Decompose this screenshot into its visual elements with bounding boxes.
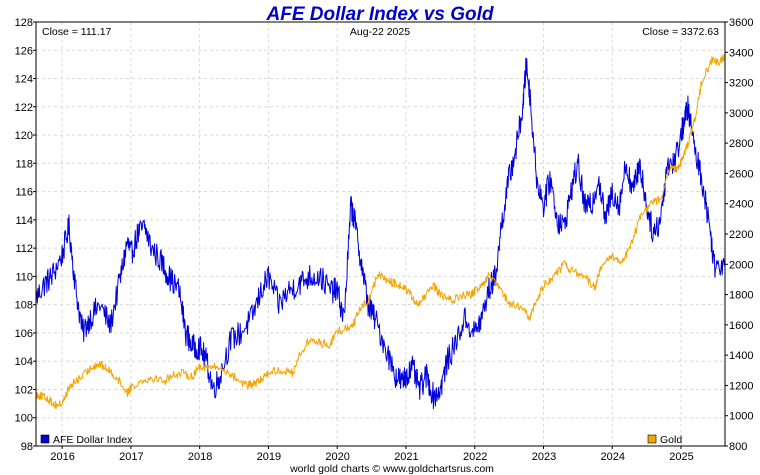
- x-tick-label: 2022: [463, 451, 487, 463]
- date-label: Aug-22 2025: [350, 26, 410, 38]
- x-tick-label: 2025: [669, 451, 693, 463]
- legend-gold: Gold: [647, 434, 682, 446]
- footer-credit: world gold charts © www.goldchartsrus.co…: [289, 463, 494, 475]
- x-tick-label: 2020: [325, 451, 349, 463]
- y-right-tick-label: 2400: [729, 199, 753, 211]
- y-left-tick-label: 126: [15, 45, 33, 57]
- chart-title: AFE Dollar Index vs Gold: [266, 4, 494, 25]
- x-tick-label: 2024: [600, 451, 624, 463]
- y-right-tick-label: 3200: [729, 78, 753, 90]
- y-left-tick-label: 128: [15, 17, 33, 29]
- legend-afe-swatch: [40, 434, 50, 444]
- y-left-tick-label: 100: [15, 413, 33, 425]
- close-right-label: Close = 3372.63: [642, 26, 719, 38]
- y-right-tick-label: 800: [729, 441, 747, 453]
- y-left-tick-label: 112: [15, 243, 33, 255]
- y-left-tick-label: 116: [15, 187, 33, 199]
- x-tick-label: 2023: [532, 451, 556, 463]
- y-left-tick-label: 98: [21, 441, 33, 453]
- gold-price-line: [35, 54, 726, 409]
- x-tick-label: 2018: [188, 451, 212, 463]
- x-tick-label: 2016: [50, 451, 74, 463]
- y-left-tick-label: 104: [15, 356, 33, 368]
- x-tick-label: 2017: [119, 451, 143, 463]
- y-right-tick-label: 1000: [729, 411, 753, 423]
- afe-dollar-index-line: [35, 57, 726, 410]
- y-right-tick-label: 1200: [729, 380, 753, 392]
- y-right-tick-label: 1400: [729, 350, 753, 362]
- legend-gold-swatch: [647, 434, 657, 444]
- y-left-tick-label: 124: [15, 74, 33, 86]
- y-left-tick-label: 118: [15, 158, 33, 170]
- y-right-tick-label: 2800: [729, 138, 753, 150]
- y-right-tick-label: 2200: [729, 229, 753, 241]
- y-right-tick-label: 3400: [729, 47, 753, 59]
- y-left-tick-label: 102: [15, 384, 33, 396]
- y-right-tick-label: 2000: [729, 259, 753, 271]
- legend-afe-label: AFE Dollar Index: [53, 434, 133, 446]
- series-layer: [35, 54, 726, 410]
- close-left-label: Close = 111.17: [42, 26, 112, 38]
- y-left-tick-label: 122: [15, 102, 33, 114]
- x-tick-label: 2019: [257, 451, 281, 463]
- y-left-tick-label: 120: [15, 130, 33, 142]
- y-left-tick-label: 106: [15, 328, 33, 340]
- y-left-tick-label: 108: [15, 300, 33, 312]
- y-right-tick-label: 3000: [729, 108, 753, 120]
- axis-layer: 98 100 102 104 106 108 110 112 114 116 118 120 122 12…: [15, 17, 754, 463]
- y-right-tick-label: 3600: [729, 17, 753, 29]
- y-left-tick-label: 114: [15, 215, 33, 227]
- x-tick-label: 2021: [394, 451, 418, 463]
- y-right-tick-label: 1800: [729, 290, 753, 302]
- legend-gold-label: Gold: [660, 434, 682, 446]
- y-right-tick-label: 2600: [729, 168, 753, 180]
- legend-afe: AFE Dollar Index: [40, 434, 133, 446]
- y-right-tick-label: 1600: [729, 320, 753, 332]
- y-left-tick-label: 110: [15, 271, 33, 283]
